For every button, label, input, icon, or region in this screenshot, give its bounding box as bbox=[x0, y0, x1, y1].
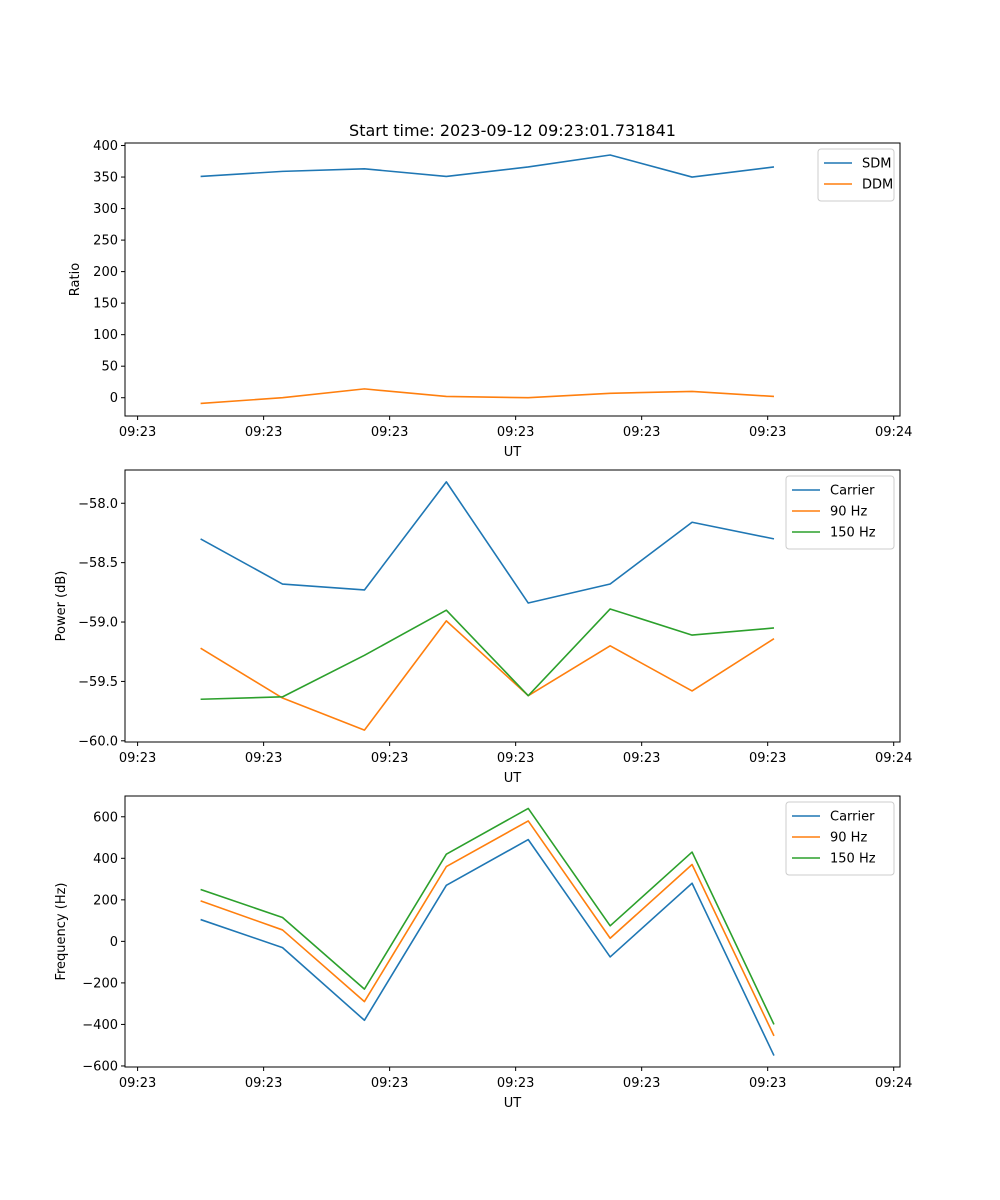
series-line-150-hz bbox=[200, 807, 775, 1025]
y-axis-label: Frequency (Hz) bbox=[54, 882, 69, 980]
x-tick-label: 09:23 bbox=[623, 425, 660, 440]
y-tick-label: −59.5 bbox=[78, 675, 118, 690]
series-line-carrier bbox=[200, 838, 775, 1056]
y-tick-label: 600 bbox=[93, 810, 118, 825]
legend-label: 150 Hz bbox=[830, 526, 876, 541]
x-tick-label: 09:23 bbox=[749, 751, 786, 766]
x-tick-label: 09:23 bbox=[245, 1076, 282, 1091]
x-tick-label: 09:23 bbox=[119, 425, 156, 440]
x-tick-label: 09:23 bbox=[623, 751, 660, 766]
legend-label: Carrier bbox=[830, 484, 875, 499]
series-line-carrier bbox=[200, 481, 775, 604]
x-axis-label: UT bbox=[504, 445, 522, 460]
x-tick-label: 09:23 bbox=[119, 751, 156, 766]
x-tick-label: 09:24 bbox=[875, 425, 912, 440]
legend: Carrier 90 Hz 150 Hz bbox=[785, 475, 895, 550]
x-tick-label: 09:23 bbox=[749, 425, 786, 440]
y-tick-label: −400 bbox=[82, 1018, 118, 1033]
legend-label: 90 Hz bbox=[830, 831, 867, 846]
x-tick-label: 09:23 bbox=[371, 751, 408, 766]
y-tick-label: −60.0 bbox=[78, 734, 118, 749]
axes-frame bbox=[124, 142, 901, 417]
legend-box bbox=[785, 475, 895, 550]
axes-frame bbox=[124, 469, 901, 743]
y-tick-label: 200 bbox=[93, 265, 118, 280]
chart-2: 09:23 09:23 09:23 09:23 09:23 09:23 09:24 −60.0… bbox=[54, 469, 912, 786]
series-line-150-hz bbox=[200, 608, 775, 701]
x-tick-label: 09:23 bbox=[245, 751, 282, 766]
y-tick-label: 300 bbox=[93, 202, 118, 217]
legend-label: SDM bbox=[862, 157, 891, 172]
legend: Carrier 90 Hz 150 Hz bbox=[785, 801, 895, 876]
x-tick-label: 09:24 bbox=[875, 1076, 912, 1091]
y-tick-label: 350 bbox=[93, 171, 118, 186]
y-tick-label: 400 bbox=[93, 139, 118, 154]
y-tick-label: 0 bbox=[110, 935, 118, 950]
y-axis-label: Power (dB) bbox=[54, 571, 69, 642]
y-tick-label: −600 bbox=[82, 1059, 118, 1074]
y-tick-label: 150 bbox=[93, 297, 118, 312]
y-tick-label: 50 bbox=[101, 360, 118, 375]
y-tick-label: 0 bbox=[110, 391, 118, 406]
series-line-sdm bbox=[200, 154, 775, 178]
y-tick-label: −58.0 bbox=[78, 497, 118, 512]
x-tick-label: 09:23 bbox=[749, 1076, 786, 1091]
y-tick-label: 200 bbox=[93, 893, 118, 908]
x-tick-label: 09:23 bbox=[245, 425, 282, 440]
chart-1: 09:23 09:23 09:23 09:23 09:23 09:23 09:24 0 50 10… bbox=[68, 139, 912, 460]
legend: SDM DDM bbox=[817, 148, 895, 202]
y-tick-label: 250 bbox=[93, 234, 118, 249]
x-axis-label: UT bbox=[504, 1096, 522, 1111]
legend-box bbox=[785, 801, 895, 876]
y-tick-label: −200 bbox=[82, 976, 118, 991]
x-tick-label: 09:23 bbox=[371, 425, 408, 440]
series-line-90-hz bbox=[200, 620, 775, 731]
y-tick-label: −59.0 bbox=[78, 616, 118, 631]
legend-label: DDM bbox=[862, 178, 893, 193]
x-tick-label: 09:23 bbox=[497, 1076, 534, 1091]
axes-frame bbox=[124, 795, 901, 1068]
y-tick-label: 400 bbox=[93, 852, 118, 867]
x-tick-label: 09:23 bbox=[371, 1076, 408, 1091]
y-axis-label: Ratio bbox=[68, 263, 83, 296]
legend-label: 90 Hz bbox=[830, 505, 867, 520]
x-tick-label: 09:23 bbox=[497, 425, 534, 440]
legend-label: 150 Hz bbox=[830, 852, 876, 867]
legend-label: Carrier bbox=[830, 810, 875, 825]
series-line-90-hz bbox=[200, 820, 775, 1037]
figure-title: Start time: 2023-09-12 09:23:01.731841 bbox=[349, 121, 676, 140]
x-tick-label: 09:23 bbox=[119, 1076, 156, 1091]
y-tick-label: −58.5 bbox=[78, 556, 118, 571]
x-axis-label: UT bbox=[504, 771, 522, 786]
x-tick-label: 09:23 bbox=[497, 751, 534, 766]
legend-box bbox=[817, 148, 895, 202]
charts: 09:23 09:23 09:23 09:23 09:23 09:23 09:24 0 50 10… bbox=[54, 139, 912, 1111]
y-tick-label: 100 bbox=[93, 328, 118, 343]
x-tick-label: 09:24 bbox=[875, 751, 912, 766]
series-line-ddm bbox=[200, 388, 775, 405]
x-tick-label: 09:23 bbox=[623, 1076, 660, 1091]
chart-3: 09:23 09:23 09:23 09:23 09:23 09:23 09:24 −600 −… bbox=[54, 795, 912, 1111]
